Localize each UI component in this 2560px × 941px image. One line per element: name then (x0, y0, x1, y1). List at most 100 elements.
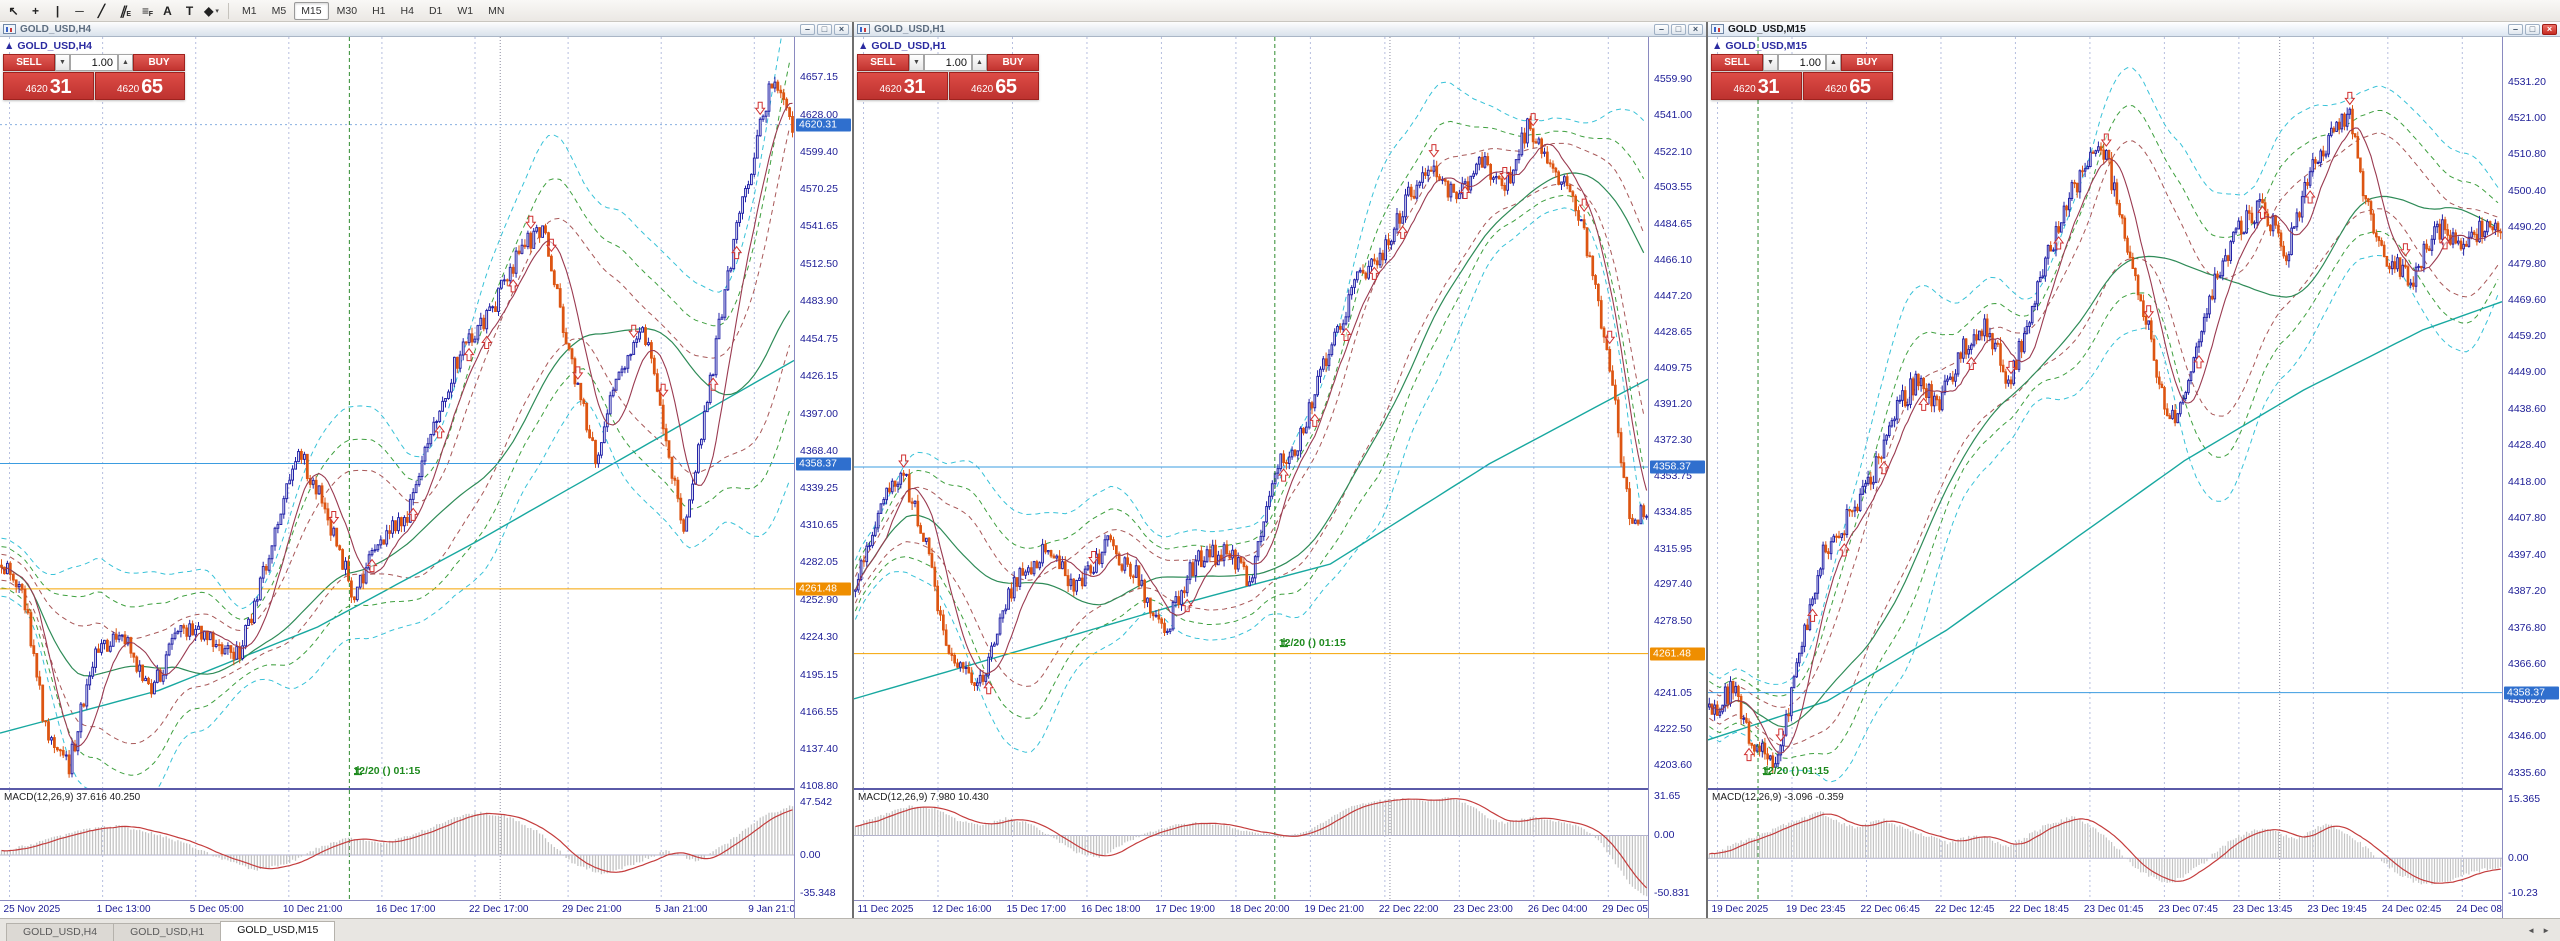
sell-button[interactable]: SELL (1711, 54, 1763, 71)
buy-button[interactable]: BUY (987, 54, 1039, 71)
ask-price-box[interactable]: 4620 65 (1802, 72, 1893, 100)
trade-row: SELL ▼ 1.00 ▲ BUY (1711, 54, 1893, 71)
price-tick-label: 4479.80 (2508, 257, 2546, 270)
macd-tick-label: 0.00 (800, 848, 821, 861)
bid-price-pips: 31 (49, 76, 72, 98)
sell-arrow-icon (2399, 243, 2411, 257)
time-tick-label: 24 Dec 02:45 (2381, 904, 2442, 915)
tool-cursor-button[interactable]: ↖ (3, 1, 24, 20)
tool-vertical-line-button[interactable]: | (47, 1, 68, 20)
timeframe-h1-button[interactable]: H1 (372, 4, 386, 17)
tab-gold-usd-h1[interactable]: GOLD_USD,H1 (113, 923, 222, 941)
ask-price-pips: 65 (1849, 76, 1871, 98)
buy-button[interactable]: BUY (133, 54, 185, 71)
window-titlebar[interactable]: GOLD_USD,H4 – □ × (0, 22, 852, 37)
tool-fibonacci-button[interactable]: ≡ F (135, 1, 156, 20)
ask-price-box[interactable]: 4620 65 (94, 72, 185, 100)
price-tick-label: 4426.15 (800, 369, 838, 382)
price-tick-label: 4531.20 (2508, 75, 2546, 88)
main-chart-pane[interactable]: ▲ GOLD_USD,H1 SELL ▼ 1.00 ▲ BUY 4620 31 4620 65 12… (854, 37, 1648, 790)
one-click-trade-widget: SELL ▼ 1.00 ▲ BUY 4620 31 4620 65 (1711, 54, 1893, 100)
chart-window-gold-usd-h1: GOLD_USD,H1– □ × ▲ GOLD_USD,H1 SELL ▼ 1.00 ▲ BUY… (854, 22, 1708, 918)
price-tick-label: 4376.80 (2508, 621, 2546, 634)
timeframe-m1-button[interactable]: M1 (242, 4, 257, 17)
timeframe-mn-button[interactable]: MN (488, 4, 505, 17)
sell-arrow-icon (1604, 330, 1616, 345)
tool-shapes-button[interactable]: ◆ ▾ (201, 1, 222, 20)
timeframe-d1-button[interactable]: D1 (428, 4, 443, 17)
symbol-marker-icon: ▲ (1712, 40, 1723, 52)
sell-arrow-icon (2344, 91, 2356, 106)
timeframe-w1-button[interactable]: W1 (457, 4, 474, 17)
maximize-button[interactable]: □ (1671, 23, 1686, 35)
bid-price-box[interactable]: 4620 31 (1711, 72, 1802, 100)
buy-button[interactable]: BUY (1841, 54, 1893, 71)
sell-arrow-icon (545, 238, 557, 253)
volume-input[interactable]: 1.00 (924, 54, 972, 71)
timeframe-m30-button[interactable]: M30 (336, 4, 358, 17)
tool-text-button[interactable]: A (157, 1, 178, 20)
sell-button[interactable]: SELL (3, 54, 55, 71)
ask-price-box[interactable]: 4620 65 (948, 72, 1039, 100)
tool-horizontal-line-button[interactable]: ─ (69, 1, 90, 20)
tab-scroll-buttons: ◄ ► (2517, 926, 2560, 935)
timeframe-m15-button[interactable]: M15 (294, 1, 329, 20)
sell-arrow-icon (572, 366, 584, 380)
symbol-text: GOLD_USD,M15 (1725, 40, 1808, 52)
bid-price-box[interactable]: 4620 31 (857, 72, 948, 100)
maximize-button[interactable]: □ (817, 23, 832, 35)
main-chart-pane[interactable]: ▲ GOLD_USD,M15 SELL ▼ 1.00 ▲ BUY 4620 31 4620 65 1… (1708, 37, 2502, 790)
minimize-button[interactable]: – (1654, 23, 1669, 35)
main-chart-canvas[interactable] (854, 37, 1648, 788)
macd-values: 7.980 10.430 (930, 792, 989, 803)
minimize-button[interactable]: – (2508, 23, 2523, 35)
chart-body: ▲ GOLD_USD,H4 SELL ▼ 1.00 ▲ BUY 4620 31 4620 65 12… (0, 37, 852, 918)
tool-text-label-button[interactable]: T (179, 1, 200, 20)
symbol-label: ▲ GOLD_USD,H4 (4, 40, 92, 52)
tab-gold-usd-m15[interactable]: GOLD_USD,M15 (220, 921, 336, 941)
time-tick-label: 17 Dec 19:00 (1155, 904, 1215, 915)
minimize-button[interactable]: – (800, 23, 815, 35)
tool-crosshair-button[interactable]: + (25, 1, 46, 20)
volume-stepper-button[interactable]: ▲ (1826, 54, 1841, 71)
maximize-button[interactable]: □ (2525, 23, 2540, 35)
trade-dropdown-button[interactable]: ▼ (1763, 54, 1778, 71)
main-chart-canvas[interactable] (0, 37, 794, 788)
volume-input[interactable]: 1.00 (70, 54, 118, 71)
tab-scroll-right-button[interactable]: ► (2542, 925, 2550, 935)
trade-dropdown-button[interactable]: ▼ (909, 54, 924, 71)
symbol-marker-icon: ▲ (4, 40, 15, 52)
close-button[interactable]: × (834, 23, 849, 35)
buy-arrow-icon (366, 558, 378, 573)
buy-arrow-icon (1181, 598, 1193, 613)
trade-dropdown-button[interactable]: ▼ (55, 54, 70, 71)
tab-gold-usd-h4[interactable]: GOLD_USD,H4 (6, 923, 115, 941)
bid-price-pips: 31 (903, 76, 926, 98)
symbol-label: ▲ GOLD_USD,M15 (1712, 40, 1807, 52)
window-titlebar[interactable]: GOLD_USD,H1 – □ × (854, 22, 1706, 37)
buy-arrow-icon (2304, 190, 2316, 204)
volume-stepper-button[interactable]: ▲ (118, 54, 133, 71)
price-tick-label: 4522.10 (1654, 145, 1692, 158)
main-chart-pane[interactable]: ▲ GOLD_USD,H4 SELL ▼ 1.00 ▲ BUY 4620 31 4620 65 12… (0, 37, 794, 790)
sell-arrow-icon (328, 510, 340, 525)
session-vline-label: 12/20 () 01:15 (1279, 637, 1346, 649)
sell-button[interactable]: SELL (857, 54, 909, 71)
tool-trend-line-button[interactable]: ╱ (91, 1, 112, 20)
tab-scroll-left-button[interactable]: ◄ (2527, 925, 2536, 935)
timeframe-m5-button[interactable]: M5 (271, 4, 287, 17)
bid-price-box[interactable]: 4620 31 (3, 72, 94, 100)
close-button[interactable]: × (2542, 23, 2557, 35)
volume-input[interactable]: 1.00 (1778, 54, 1826, 71)
time-tick-label: 23 Dec 19:45 (2307, 904, 2367, 915)
main-chart-canvas[interactable] (1708, 37, 2502, 788)
timeframe-h4-button[interactable]: H4 (400, 4, 414, 17)
close-button[interactable]: × (1688, 23, 1703, 35)
price-tick-label: 4483.90 (800, 295, 838, 308)
window-titlebar[interactable]: GOLD_USD,M15 – □ × (1708, 22, 2560, 37)
time-tick-label: 29 Dec 21:00 (562, 904, 622, 915)
tool-equidistant-channel-button[interactable]: ∥ E (113, 1, 134, 20)
price-tick-label: 4366.60 (2508, 657, 2546, 670)
window-buttons: – □ × (800, 23, 849, 35)
volume-stepper-button[interactable]: ▲ (972, 54, 987, 71)
